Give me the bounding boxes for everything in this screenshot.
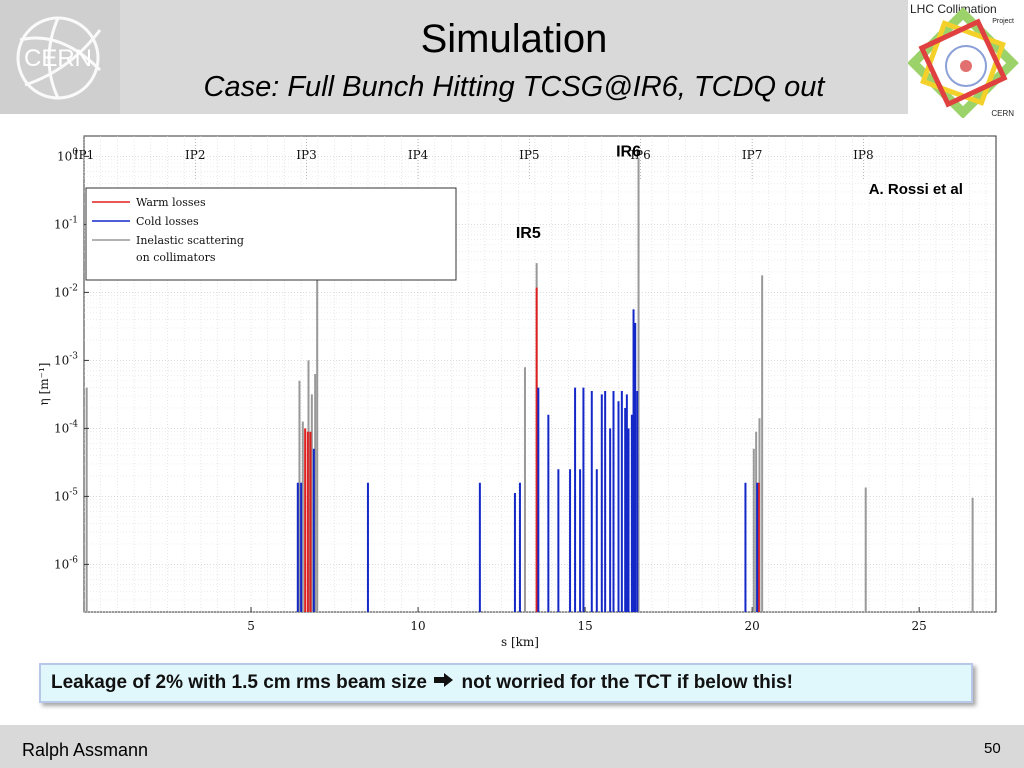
legend-label: on collimators (136, 251, 216, 264)
chart-annotation: IR6 (616, 143, 641, 160)
y-tick-label: 10-6 (54, 555, 78, 571)
loss-map-chart: IP1 IP2 IP3 IP4 IP5 IP6 IP7 IP8 5 10 15 20 25 100 10-1… (26, 128, 1006, 654)
ip-label: IP5 (519, 148, 539, 162)
x-tick-label: 20 (744, 619, 759, 633)
y-tick-label: 10-2 (54, 283, 78, 299)
ip-label: IP3 (296, 148, 316, 162)
right-arrow-icon (434, 665, 454, 701)
ip-label: IP1 (74, 148, 94, 162)
ip-label: IP7 (742, 148, 762, 162)
leakage-callout: Leakage of 2% with 1.5 cm rms beam size … (39, 663, 973, 703)
legend-box (85, 187, 457, 281)
slide-title: Simulation (420, 17, 608, 61)
slide-header (0, 0, 1024, 114)
ip-label: IP4 (408, 148, 429, 162)
slide-footer (0, 725, 1024, 768)
lhc-collimation-logo: LHC Collimation Project CERN (908, 0, 1024, 118)
chart-annotation: A. Rossi et al (869, 181, 963, 198)
x-tick-label: 25 (912, 619, 927, 633)
x-axis-label: s [km] (501, 635, 539, 649)
y-tick-label: 10-4 (54, 419, 78, 435)
cern-logo-text: CERN (24, 45, 92, 72)
slide-subtitle: Case: Full Bunch Hitting TCSG@IR6, TCDQ … (203, 71, 825, 103)
lhc-logo-cern: CERN (991, 109, 1014, 118)
cern-logo: CERN (0, 0, 120, 114)
callout-text-before: Leakage of 2% with 1.5 cm rms beam size (51, 672, 433, 694)
ip-label: IP6 (630, 148, 650, 162)
lhc-logo-project: Project (992, 18, 1014, 25)
y-axis-label: η [m⁻¹] (37, 363, 51, 406)
x-tick-label: 10 (410, 619, 425, 633)
legend-label: Warm losses (136, 196, 206, 209)
ip-label: IP2 (185, 148, 205, 162)
legend-label: Inelastic scattering (136, 234, 244, 247)
legend-label: Cold losses (136, 215, 199, 228)
ip-label: IP8 (853, 148, 873, 162)
footer-author: Ralph Assmann (22, 740, 149, 760)
callout-text-after: not worried for the TCT if below this! (456, 672, 793, 694)
x-tick-label: 15 (577, 619, 592, 633)
y-tick-label: 10-5 (54, 487, 78, 503)
page-number: 50 (984, 740, 1001, 757)
chart-annotation: IR5 (516, 225, 541, 242)
y-tick-label: 10-1 (54, 215, 78, 231)
x-tick-label: 5 (247, 619, 255, 633)
y-tick-label: 10-3 (54, 351, 78, 367)
lhc-logo-title: LHC Collimation (910, 2, 997, 16)
